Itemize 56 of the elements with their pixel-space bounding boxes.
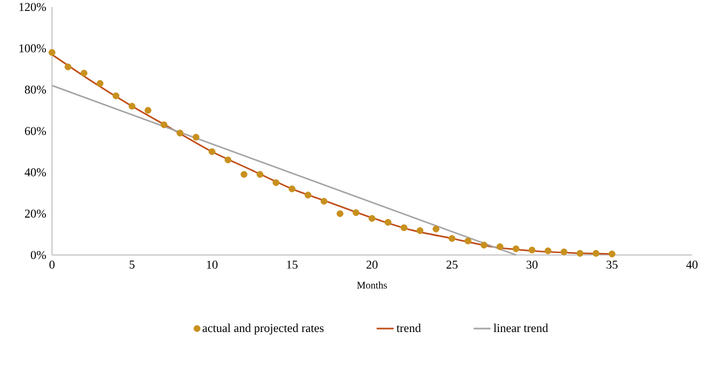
point — [192, 134, 200, 141]
point — [224, 156, 232, 164]
x-tick-label: 0 — [49, 260, 55, 269]
point — [368, 215, 376, 222]
point — [496, 243, 504, 250]
x-tick-label: 5 — [130, 260, 135, 269]
x-tick-label: 30 — [526, 260, 538, 269]
point — [128, 102, 136, 110]
x-axis-title: Months — [357, 282, 387, 289]
point — [576, 250, 584, 257]
point — [112, 92, 120, 100]
point — [512, 245, 520, 252]
point — [208, 148, 216, 156]
point — [544, 247, 552, 254]
point — [288, 185, 296, 192]
y-tick-label: 80% — [24, 86, 46, 94]
point — [272, 179, 280, 186]
point — [160, 121, 168, 128]
point — [352, 209, 360, 216]
point — [592, 250, 600, 257]
x-tick-label: 35 — [606, 260, 618, 269]
point — [432, 226, 440, 232]
point — [448, 235, 456, 242]
point — [384, 218, 392, 226]
point — [176, 130, 184, 136]
legend-label: linear trend — [494, 324, 548, 332]
x-tick-label: 40 — [686, 260, 698, 269]
point — [96, 80, 104, 87]
point — [48, 49, 56, 56]
x-tick-label: 15 — [287, 260, 298, 269]
point — [528, 246, 536, 254]
point — [416, 227, 424, 234]
point — [80, 70, 88, 77]
point — [560, 248, 568, 256]
point — [400, 224, 408, 232]
y-tick-label: 20% — [24, 210, 46, 218]
point — [320, 198, 328, 205]
point — [240, 171, 248, 178]
legend-label: trend — [396, 324, 421, 332]
point — [256, 171, 264, 178]
y-tick-label: 0% — [30, 250, 46, 260]
point — [480, 242, 488, 248]
point — [304, 192, 312, 198]
x-tick-label: 20 — [366, 260, 378, 269]
point — [144, 106, 152, 114]
point — [608, 250, 616, 258]
legend-label: actual and projected rates — [202, 324, 324, 335]
y-tick-label: 60% — [24, 126, 46, 136]
x-tick-label: 25 — [446, 260, 458, 269]
point — [464, 238, 472, 244]
y-tick-label: 40% — [24, 168, 46, 176]
y-tick-label: 100% — [20, 44, 46, 52]
y-tick-label: 120% — [20, 2, 46, 12]
x-tick-label: 10 — [207, 260, 218, 269]
point — [64, 64, 72, 70]
point — [336, 210, 344, 218]
